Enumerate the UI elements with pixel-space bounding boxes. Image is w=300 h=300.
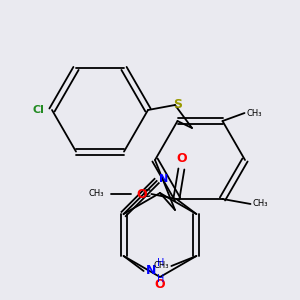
- Text: N: N: [146, 265, 156, 278]
- Text: Cl: Cl: [32, 105, 44, 115]
- Text: H: H: [157, 274, 164, 284]
- Text: O: O: [155, 278, 165, 292]
- Text: CH₃: CH₃: [154, 262, 170, 271]
- Text: CH₃: CH₃: [253, 200, 268, 208]
- Text: N: N: [159, 174, 168, 184]
- Text: C: C: [142, 189, 151, 199]
- Text: CH₃: CH₃: [247, 109, 262, 118]
- Text: CH₃: CH₃: [89, 190, 104, 199]
- Text: S: S: [173, 98, 182, 112]
- Text: O: O: [136, 188, 147, 200]
- Text: H: H: [157, 258, 164, 268]
- Text: O: O: [176, 152, 187, 166]
